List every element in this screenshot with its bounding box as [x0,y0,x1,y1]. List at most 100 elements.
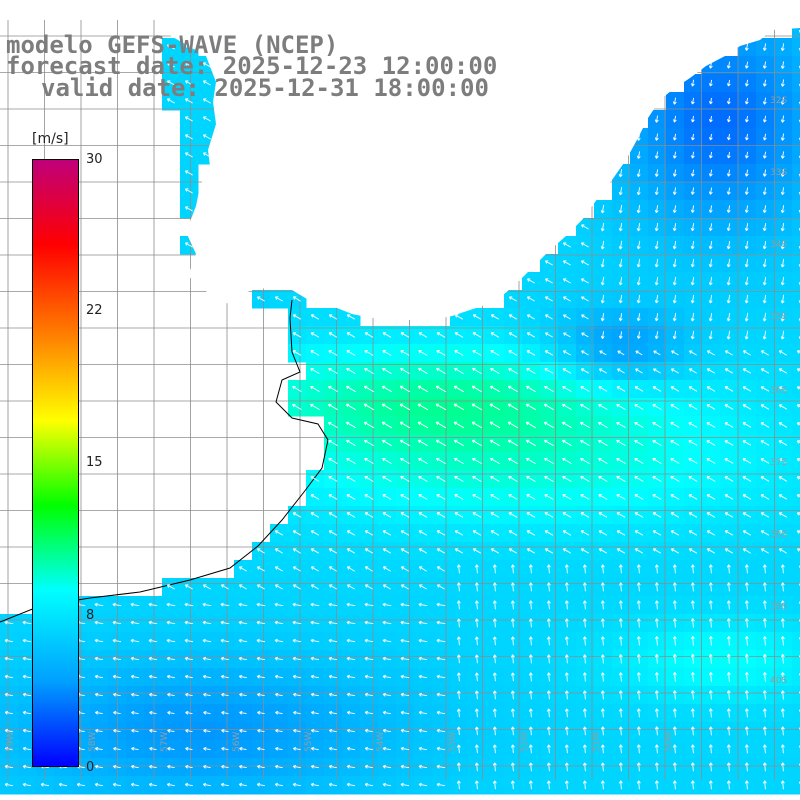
wind-arrow [328,458,338,464]
wind-arrow [382,367,392,374]
wind-arrow [528,600,533,610]
wind-arrow [239,728,247,733]
wind-arrow [112,764,121,769]
wind-arrow [275,710,283,715]
wind-arrow [471,439,482,447]
wind-arrow [275,692,283,697]
wind-arrow [726,600,731,610]
wind-arrow [328,548,338,554]
wind-arrow [274,764,283,769]
wind-arrow [600,672,605,682]
wind-arrow [346,584,355,590]
wind-arrow [780,690,785,700]
speed-cell [792,398,800,417]
wind-arrow [760,476,770,482]
wind-arrow [184,152,193,158]
wind-arrow [652,548,662,554]
wind-arrow [492,636,497,646]
wind-arrow [726,744,731,754]
wind-arrow [636,564,641,574]
wind-arrow [598,476,608,482]
speed-cell [792,110,800,129]
wind-arrow [780,294,785,304]
wind-arrow [328,566,337,572]
wind-arrow [418,710,428,715]
wind-arrow [762,133,767,141]
wind-arrow [310,566,319,572]
wind-arrow [310,314,320,320]
wind-arrow [724,512,734,518]
wind-arrow [618,222,623,232]
wind-arrow [382,548,392,554]
wind-arrow [670,530,680,536]
wind-arrow [525,439,536,447]
wind-arrow [618,690,623,700]
wind-arrow [635,368,643,374]
speed-cell [792,542,800,561]
wind-arrow [744,618,749,628]
wind-arrow [364,476,374,482]
wind-arrow [708,330,713,340]
wind-arrow [346,385,356,393]
speed-cell [792,560,800,579]
wind-arrow [220,782,229,787]
wind-arrow [364,530,374,536]
wind-arrow [528,708,533,718]
wind-arrow [598,494,608,500]
wind-arrow [706,440,716,446]
wind-arrow [310,656,320,661]
wind-arrow [510,708,515,718]
lat-label-32s: 32S [770,96,788,106]
wind-arrow [600,636,605,646]
wind-arrow [76,782,85,787]
wind-arrow [618,187,623,196]
lon-label-57w: 57W [160,731,170,752]
wind-arrow [238,584,247,590]
lon-label-50w: 50W [664,731,674,752]
wind-arrow [564,780,569,790]
wind-arrow [184,602,194,607]
wind-arrow [670,494,680,500]
wind-arrow [185,746,193,751]
wind-arrow [130,782,139,787]
wind-arrow [238,620,248,625]
wind-arrow [724,476,734,482]
wind-arrow [546,690,551,700]
wind-arrow [742,494,752,500]
wind-arrow [474,600,479,610]
speed-cell [792,740,800,759]
wind-arrow [166,98,175,104]
wind-arrow [690,151,695,159]
wind-arrow [40,782,50,787]
wind-arrow [202,584,211,590]
wind-arrow [672,258,677,268]
wind-arrow [544,260,553,266]
wind-arrow [636,636,641,646]
wind-arrow [742,548,751,554]
wind-arrow [706,350,715,356]
wind-arrow [400,566,409,572]
wind-arrow [672,726,677,736]
wind-arrow [364,620,374,625]
wind-arrow [634,476,644,482]
wind-arrow [238,602,248,607]
wind-arrow [382,512,392,518]
wind-arrow [744,744,749,754]
wind-arrow [130,602,140,607]
wind-arrow [780,43,785,51]
wind-arrow [778,422,788,428]
speed-cell [792,56,800,75]
wind-arrow [636,258,641,268]
wind-arrow [363,403,375,411]
wind-arrow [492,564,497,574]
wind-arrow [94,764,103,769]
coastline-argentina [0,299,329,623]
wind-arrow [274,656,284,661]
wind-arrow [364,439,374,446]
wind-arrow [382,656,392,661]
wind-arrow [22,764,31,769]
wind-arrow [94,782,103,787]
wind-arrow [456,582,461,592]
wind-arrow [762,744,767,754]
wind-arrow [489,421,501,429]
